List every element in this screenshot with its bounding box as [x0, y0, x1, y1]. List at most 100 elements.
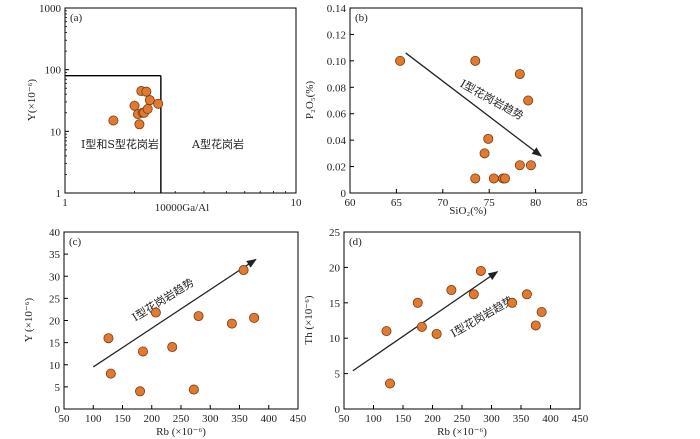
y-tick-label: 5 — [55, 382, 61, 394]
data-point — [475, 265, 486, 276]
panel-d-label: (d) — [349, 236, 362, 248]
panel-a-label: (a) — [70, 12, 83, 24]
y-tick-label: 0 — [341, 188, 347, 200]
data-point — [499, 173, 510, 184]
panel-b-xlabel: SiO₂(%) — [449, 205, 487, 217]
data-point — [103, 333, 114, 344]
x-tick-label: 1 — [62, 197, 68, 209]
y-tick-label: 1000 — [39, 3, 62, 15]
x-tick-label: 400 — [261, 413, 278, 425]
x-tick-label: 60 — [345, 197, 357, 209]
x-tick-label: 100 — [365, 413, 382, 425]
x-tick-label: 50 — [59, 413, 71, 425]
data-point — [193, 311, 204, 322]
data-point — [137, 346, 148, 357]
y-tick-label: 10 — [329, 333, 341, 345]
y-tick-label: 30 — [49, 271, 61, 283]
data-point — [381, 326, 392, 337]
data-point — [385, 378, 396, 389]
y-tick-label: 0.10 — [327, 56, 347, 68]
data-point — [150, 307, 161, 318]
panel-b-ylabel: P₂O₅(%) — [304, 81, 316, 120]
x-tick-label: 200 — [424, 413, 441, 425]
panel-b-label: (b) — [355, 12, 368, 24]
data-point — [523, 95, 534, 106]
panel-d-marks — [352, 265, 547, 389]
panel-d-ylabel: Th (×10⁻⁶) — [303, 295, 315, 344]
panel-d: (d) Rb (×10⁻⁶) Th (×10⁻⁶) I型花岗岩趋势 50 100 1… — [303, 227, 589, 438]
x-tick-label: 450 — [572, 413, 589, 425]
data-point — [135, 386, 146, 397]
data-point — [483, 133, 494, 144]
panel-c-trend-label: I型花岗岩趋势 — [129, 275, 196, 324]
panel-d-ticks: 50 100 150 200 250 300 350 400 450 0 5 10 15 20 25 — [329, 227, 589, 425]
panel-a: (a) 10000Ga/Al Y(×10⁻⁶) I型和S型花岗岩 A型花岗岩 1… — [26, 3, 302, 214]
y-tick-label: 1 — [56, 188, 62, 200]
x-tick-label: 150 — [395, 413, 412, 425]
x-tick-label: 200 — [144, 413, 161, 425]
data-point — [108, 115, 119, 126]
y-tick-label: 15 — [329, 298, 341, 310]
data-point — [525, 160, 536, 171]
data-point — [507, 297, 518, 308]
panel-a-xlabel: 10000Ga/Al — [155, 202, 209, 214]
data-point — [395, 55, 406, 66]
trend-arrow — [92, 258, 257, 368]
panel-b-trend-label: I型花岗岩趋势 — [458, 76, 526, 122]
y-tick-label: 15 — [49, 338, 61, 350]
y-tick-label: 25 — [329, 227, 341, 239]
x-tick-label: 250 — [454, 413, 471, 425]
data-point — [468, 289, 479, 300]
data-point — [238, 265, 249, 276]
data-point — [521, 289, 532, 300]
x-tick-label: 250 — [173, 413, 190, 425]
x-tick-label: 85 — [577, 197, 589, 209]
panel-d-xlabel: Rb (×10⁻⁶) — [437, 426, 487, 438]
data-point — [142, 104, 153, 115]
y-tick-label: 0.06 — [327, 109, 347, 121]
trend-arrow — [405, 52, 542, 157]
panel-a-ticks: 1 10 1 10 100 1000 — [39, 3, 302, 209]
data-point — [249, 312, 260, 323]
trend-arrow — [352, 271, 499, 372]
x-tick-label: 350 — [231, 413, 248, 425]
x-tick-label: 50 — [339, 413, 351, 425]
data-point — [470, 173, 481, 184]
data-point — [412, 297, 423, 308]
data-point — [226, 318, 237, 329]
y-tick-label: 25 — [49, 293, 61, 305]
x-tick-label: 400 — [542, 413, 559, 425]
panel-c-label: (c) — [69, 236, 82, 248]
panel-a-region-is: I型和S型花岗岩 — [81, 137, 159, 151]
panel-d-trend-label: I型花岗岩趋势 — [448, 293, 516, 340]
x-tick-label: 150 — [114, 413, 131, 425]
y-tick-label: 0 — [335, 404, 341, 416]
data-point — [141, 86, 152, 97]
x-tick-label: 65 — [391, 197, 403, 209]
data-point — [536, 307, 547, 318]
x-tick-label: 300 — [202, 413, 219, 425]
panel-b-ticks: 60 65 70 75 80 85 0 0.02 0.04 0.06 0.08 0.10 0.12 0.1… — [327, 3, 588, 209]
y-tick-label: 0.04 — [327, 135, 347, 147]
data-point — [105, 368, 116, 379]
y-tick-label: 0.02 — [327, 162, 346, 174]
data-point — [446, 285, 457, 296]
y-tick-label: 10 — [49, 360, 61, 372]
data-point — [514, 160, 525, 171]
panel-a-ylabel: Y(×10⁻⁶) — [26, 79, 38, 121]
data-point — [514, 69, 525, 80]
x-tick-label: 450 — [290, 413, 307, 425]
panel-b-frame — [349, 7, 583, 194]
data-point — [188, 384, 199, 395]
y-tick-label: 0 — [55, 404, 61, 416]
y-tick-label: 100 — [45, 65, 62, 77]
y-tick-label: 0.12 — [327, 29, 346, 41]
panel-a-marks — [65, 74, 164, 193]
data-point — [530, 320, 541, 331]
y-tick-label: 0.08 — [327, 82, 347, 94]
data-point — [167, 342, 178, 353]
y-tick-label: 20 — [329, 262, 341, 274]
y-tick-label: 10 — [50, 126, 62, 138]
data-point — [153, 98, 164, 109]
y-tick-label: 0.14 — [327, 3, 347, 15]
